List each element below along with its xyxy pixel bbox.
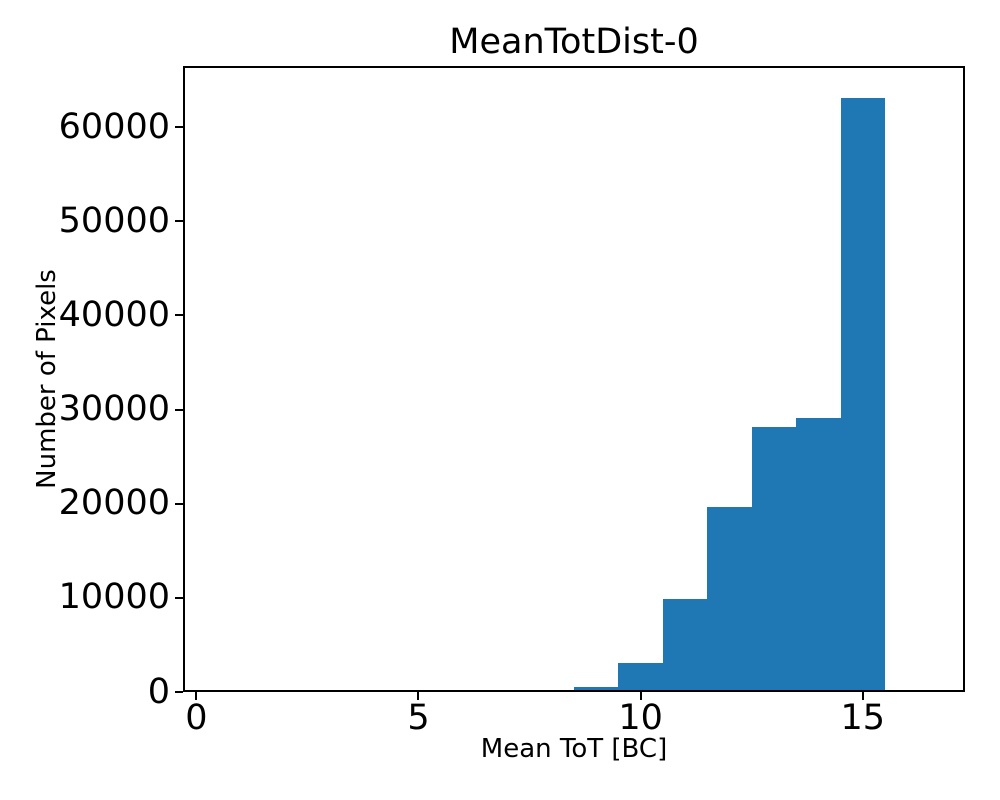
chart-title: MeanTotDist-0 (449, 22, 699, 62)
histogram-bar (663, 598, 707, 692)
plot-area: 0 5 10 15 0 10000 20000 30000 40000 50000 60000 (59, 66, 965, 736)
y-tick-label: 20000 (58, 483, 170, 524)
histogram-bar (530, 690, 574, 692)
x-tick (417, 692, 420, 700)
x-tick-label: 15 (840, 698, 886, 738)
y-tick-label: 30000 (58, 389, 170, 430)
y-axis-label: Number of Pixels (32, 269, 62, 489)
y-tick (175, 691, 183, 693)
y-tick (175, 314, 183, 317)
y-tick (175, 408, 183, 411)
y-tick-label: 10000 (58, 577, 170, 618)
x-tick (639, 692, 642, 700)
y-tick (175, 502, 183, 505)
x-axis-label: Mean ToT [BC] (480, 734, 668, 764)
histogram-bar (707, 507, 752, 692)
x-tick (861, 692, 864, 700)
histogram-bar (752, 427, 796, 692)
histogram-bar (574, 686, 618, 692)
y-tick (175, 596, 183, 599)
histogram-bar (841, 97, 885, 692)
x-tick-label: 10 (618, 698, 663, 738)
y-tick (175, 220, 183, 223)
x-tick-label: 5 (407, 698, 430, 738)
histogram-bar (618, 663, 663, 692)
y-tick-label: 60000 (58, 106, 170, 147)
y-tick-label: 0 (147, 671, 170, 712)
y-tick (175, 126, 183, 129)
y-tick-label: 40000 (58, 294, 170, 335)
y-tick-label: 50000 (58, 200, 170, 241)
histogram-bar (796, 417, 841, 692)
x-tick-label: 0 (185, 698, 208, 738)
x-tick (195, 692, 198, 700)
